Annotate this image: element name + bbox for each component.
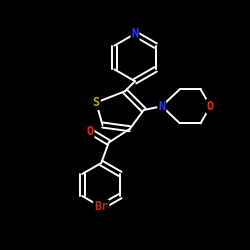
Text: S: S (93, 96, 100, 109)
Text: O: O (207, 100, 214, 113)
Text: N: N (158, 100, 165, 113)
Text: Br: Br (94, 200, 108, 213)
Text: O: O (86, 125, 94, 138)
Text: N: N (132, 27, 138, 40)
